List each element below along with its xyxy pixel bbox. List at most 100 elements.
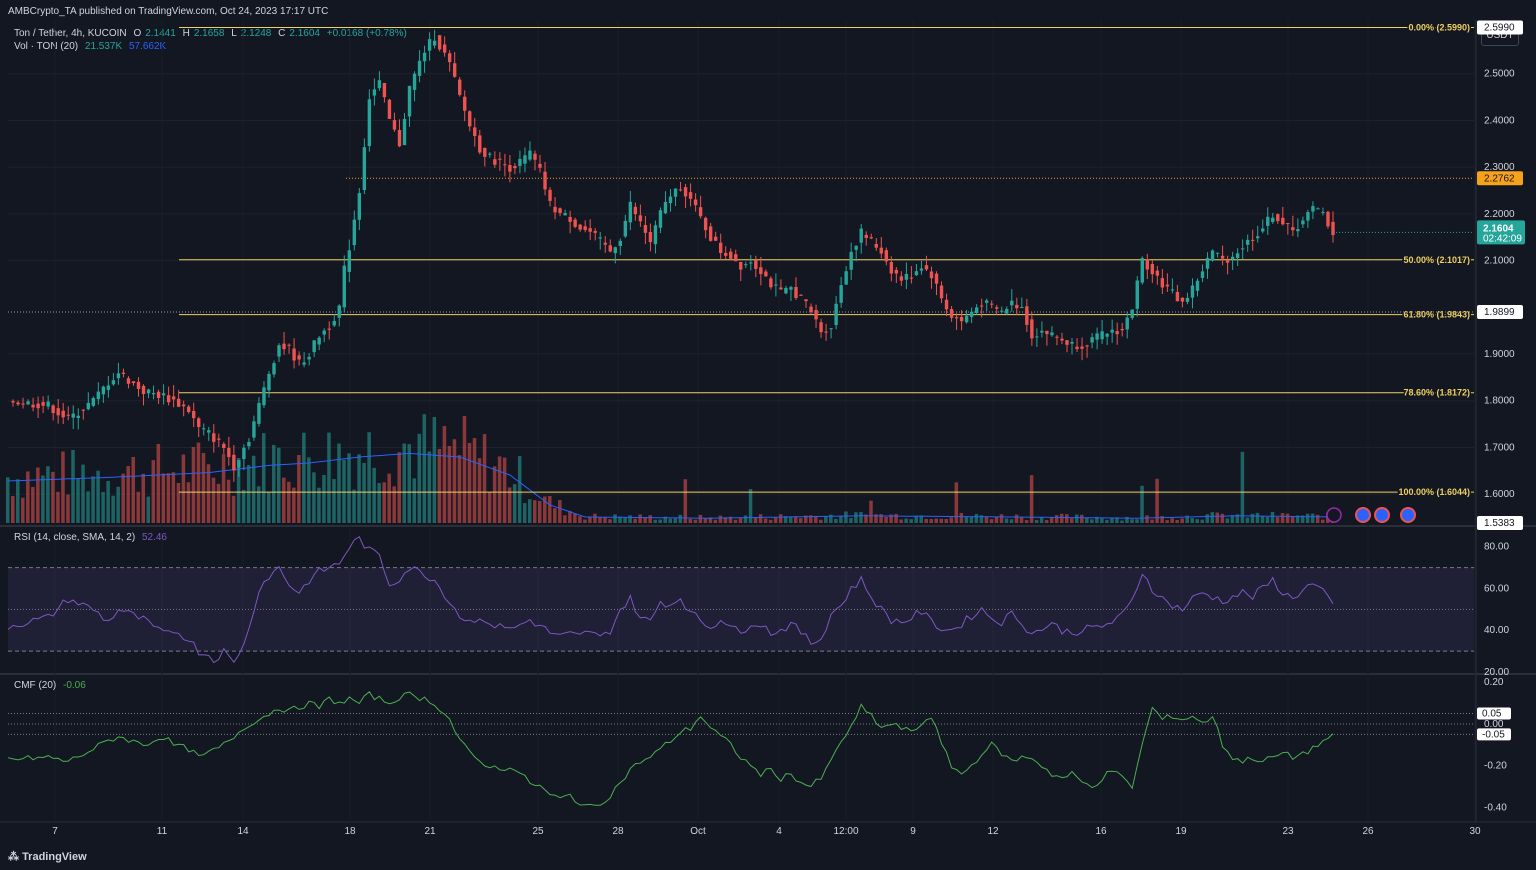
- volume-bar: [362, 462, 366, 523]
- volume-bar: [41, 475, 45, 523]
- candle-body: [437, 35, 442, 50]
- volume-bar: [713, 519, 718, 523]
- candle-body: [653, 225, 658, 245]
- volume-bar: [829, 514, 833, 523]
- volume-bar: [327, 432, 331, 523]
- rsi-title[interactable]: RSI (14, close, SMA, 14, 2): [14, 532, 136, 543]
- rsi-value: 52.46: [141, 532, 167, 543]
- time-axis[interactable]: 7 11 14 18 21 25 28 Oct 4 12:00 9 12 16 19 23 26 30: [52, 826, 1481, 837]
- volume-bar: [854, 512, 858, 523]
- candle-body: [643, 225, 648, 233]
- volume-bar: [176, 483, 181, 523]
- candle-body: [1040, 330, 1044, 333]
- time-tick-label: 16: [1095, 826, 1107, 837]
- candle-body: [91, 397, 96, 406]
- candle-body: [387, 99, 392, 119]
- volume-bar: [487, 491, 492, 523]
- candle-body: [156, 391, 161, 399]
- time-tick-label: 26: [1362, 826, 1374, 837]
- volume-bar: [959, 512, 964, 523]
- volume-bar: [347, 453, 351, 523]
- volume-bar: [919, 515, 923, 523]
- price-tag-support-bg: [1477, 305, 1523, 320]
- candle-body: [262, 387, 266, 406]
- volume-bar: [733, 519, 738, 523]
- volume-bar: [949, 517, 954, 523]
- volume-bar: [1155, 478, 1159, 523]
- candle-body: [1291, 227, 1295, 231]
- candle-body: [1095, 333, 1099, 340]
- volume-bar: [1105, 519, 1109, 523]
- candle-body: [698, 207, 703, 217]
- volume-bar: [106, 480, 110, 523]
- volume-bar: [437, 449, 442, 523]
- candle-body: [618, 240, 623, 246]
- fib-level-label: 100.00% (1.6044): [1398, 487, 1470, 497]
- cmf-title[interactable]: CMF (20): [14, 680, 57, 691]
- candle-body: [352, 219, 357, 246]
- volume-bar: [1039, 517, 1044, 523]
- candle-body: [894, 269, 899, 274]
- volume-bar: [538, 500, 542, 523]
- volume-bar: [1125, 516, 1129, 523]
- volume-bar: [839, 515, 843, 523]
- candle-body: [307, 356, 311, 360]
- candle-body: [724, 252, 728, 256]
- volume-bar: [417, 433, 422, 523]
- candle-body: [869, 237, 873, 239]
- candle-body: [673, 188, 678, 197]
- candle-body: [683, 187, 688, 197]
- volume-bar: [979, 515, 984, 523]
- candle-body: [703, 217, 708, 231]
- candle-body: [463, 96, 467, 111]
- volume-bar: [171, 472, 176, 523]
- cmf-band-tag: -0.05: [1482, 729, 1505, 740]
- volume-bar: [748, 489, 753, 523]
- volume-bar: [668, 518, 672, 523]
- volume-bar: [859, 512, 863, 523]
- cmf-band-tag: 0.05: [1482, 709, 1502, 720]
- candle-body: [232, 454, 236, 471]
- volume-value: 21.537K: [84, 41, 123, 52]
- volume-bar: [121, 473, 125, 523]
- candle-body: [1245, 239, 1250, 245]
- volume-bar: [964, 517, 969, 523]
- price-axis[interactable]: 2.5000 2.4000 2.3000 2.2000 2.1000 1.9000 1.80…: [1477, 20, 1525, 530]
- candle-body: [533, 153, 537, 160]
- candle-body: [563, 212, 567, 216]
- volume-bar: [824, 516, 828, 523]
- candle-body: [26, 401, 30, 405]
- candle-body: [749, 262, 753, 264]
- volume-bar: [869, 500, 873, 523]
- tradingview-logo[interactable]: ⁂ TradingView: [8, 850, 87, 863]
- candle-body: [1050, 332, 1054, 336]
- event-markers[interactable]: [1326, 507, 1416, 523]
- candle-body: [1090, 337, 1094, 343]
- candle-body: [11, 401, 15, 403]
- volume-title[interactable]: Vol · TON (20): [14, 41, 79, 52]
- volume-bar: [1295, 515, 1300, 523]
- price-tick-label: 1.7000: [1484, 442, 1515, 453]
- close-label: C: [278, 28, 286, 39]
- candle-body: [1045, 330, 1049, 335]
- candle-body: [1065, 340, 1069, 345]
- candle-body: [332, 321, 336, 326]
- volume-bar: [1185, 515, 1189, 523]
- volume-bar: [1009, 519, 1014, 523]
- candle-body: [272, 363, 276, 375]
- fib-retracement[interactable]: 0.00% (2.5990) 50.00% (2.1017) 61.80% (1.9…: [8, 21, 1474, 499]
- price-tick-label: 2.5000: [1484, 69, 1515, 80]
- symbol-title[interactable]: Ton / Tether, 4h, KUCOIN: [14, 28, 127, 39]
- candle-body: [136, 381, 141, 390]
- volume-bar: [101, 491, 105, 523]
- volume-bar: [1290, 517, 1295, 523]
- candle-body: [1306, 212, 1310, 221]
- candle-body: [969, 311, 974, 317]
- volume-bar: [894, 513, 898, 523]
- volume-bar: [231, 495, 236, 523]
- volume-bar: [31, 486, 35, 523]
- volume-bar: [773, 517, 778, 523]
- volume-bar: [21, 497, 25, 523]
- candle-body: [1150, 263, 1155, 275]
